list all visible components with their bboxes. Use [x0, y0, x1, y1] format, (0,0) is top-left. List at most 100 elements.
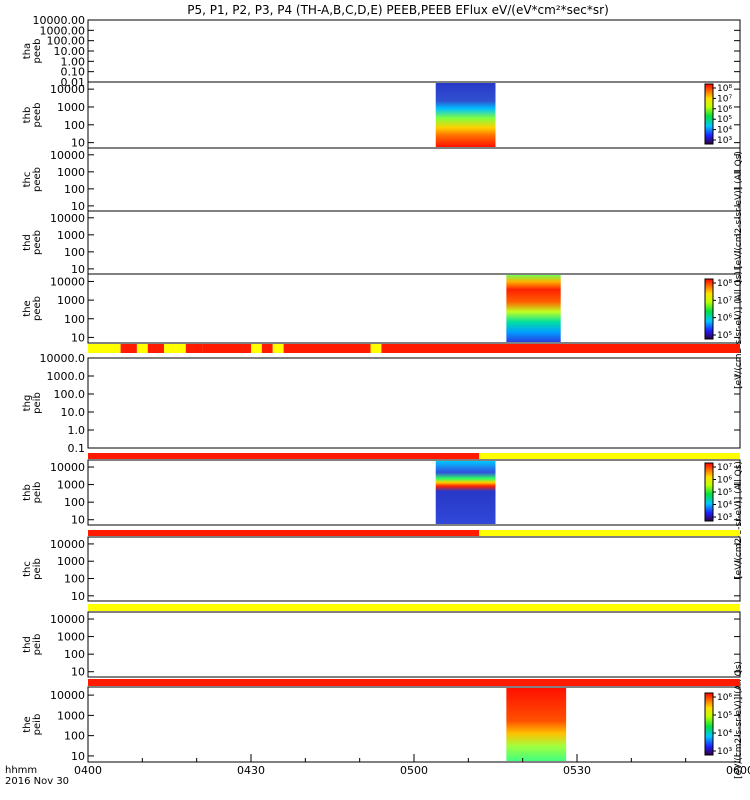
status-segment — [202, 344, 251, 353]
status-segment — [88, 344, 121, 353]
y-tick-label: 10 — [71, 200, 85, 213]
panel-thd-peeb: 10000 1000 100 10 thd peeb — [22, 210, 741, 276]
y-tick-label: 10000 — [50, 149, 85, 162]
status-segment — [479, 453, 740, 459]
status-bar — [88, 530, 740, 536]
status-bar — [88, 679, 740, 686]
y-tick-label: 1.0 — [68, 424, 86, 437]
y-tick-label: 1.00 — [61, 55, 86, 68]
y-tick-label: 10000 — [50, 689, 85, 702]
y-tick-label: 10 — [71, 514, 85, 527]
colorbar-tick-label: 10⁴ — [717, 501, 732, 511]
status-segment — [251, 344, 262, 353]
colorbar: 10⁸ 10⁷ 10⁶ 10⁵ — [704, 278, 732, 341]
y-tick-label: 100.0 — [54, 388, 86, 401]
y-tick-label: 0.01 — [61, 76, 86, 89]
colorbar: 10⁷ 10⁶ 10⁵ 10⁴ 10³ — [704, 462, 732, 523]
y-tick-label: 1000 — [57, 229, 85, 242]
panel-ylabel: peib — [32, 714, 43, 736]
panel-frame — [87, 536, 741, 602]
spectrogram-block-0 — [506, 275, 561, 342]
y-tick-label: 10000 — [50, 275, 85, 288]
panel-ylabel: thd — [22, 234, 33, 251]
x-tick-label: 0600 — [726, 764, 750, 777]
panel-ylabel: thb — [22, 484, 33, 501]
panel-ylabel: thd — [22, 636, 33, 653]
y-tick-label: 10000 — [50, 83, 85, 96]
status-segment — [479, 530, 740, 536]
colorbar-tick-label: 10³ — [717, 747, 732, 757]
status-segment — [185, 344, 203, 353]
panel-ylabel: the — [22, 300, 33, 316]
y-tick-label: 1000 — [57, 709, 85, 722]
panel-ylabel: the — [22, 716, 33, 732]
y-tick-label: 10 — [71, 263, 85, 276]
colorbar-tick-label: 10⁵ — [717, 115, 732, 125]
x-tick-label: 0500 — [400, 764, 428, 777]
panel-ylabel: peib — [32, 392, 43, 414]
colorbar-tick-label: 10⁵ — [717, 711, 732, 721]
status-bars-group — [88, 344, 740, 686]
spectrogram-block-0 — [435, 83, 496, 147]
y-tick-label: 100 — [64, 313, 85, 326]
colorbar-tick-label: 10³ — [717, 136, 732, 146]
status-segment — [283, 344, 371, 353]
status-segment — [120, 344, 137, 353]
colorbar-tick-label: 10⁶ — [717, 105, 732, 115]
x-tick-label: 0430 — [237, 764, 265, 777]
y-tick-label: 100 — [64, 730, 85, 743]
y-tick-label: 1000 — [57, 101, 85, 114]
panel-thc-peeb: 10000 1000 100 10 thc peeb — [22, 147, 741, 213]
panel-thb-peib: 10000 1000 100 10 thb peib 10⁷ 10⁶ 10⁵ 10⁴ 10³ — [22, 459, 741, 527]
status-segment — [370, 344, 382, 353]
panel-ylabel: peeb — [32, 39, 43, 64]
status-segment — [164, 344, 186, 353]
panel-ylabel: tha — [22, 43, 33, 59]
status-segment — [261, 344, 273, 353]
panel-the-peib: 10000 1000 100 10 the peib 10⁶ 10⁵ 10⁴ 10³ — [22, 686, 741, 763]
y-tick-label: 100 — [64, 496, 85, 509]
status-segment — [88, 453, 480, 459]
panel-thg-peib: 10000.0 1000.0 100.0 10.0 1.0 0.1 thg peib — [22, 352, 741, 455]
y-tick-label: 10000 — [50, 212, 85, 225]
panel-ylabel: thc — [22, 561, 33, 577]
chart-title: P5, P1, P2, P3, P4 (TH-A,B,C,D,E) PEEB,P… — [187, 3, 609, 17]
y-tick-label: 10.0 — [61, 406, 86, 419]
panel-frame — [87, 611, 741, 678]
panel-thd-peib: 10000 1000 100 10 thd peib — [22, 611, 741, 679]
status-segment — [136, 344, 148, 353]
colorbar-tick-label: 10⁵ — [717, 331, 732, 341]
status-bar — [88, 344, 740, 353]
panel-thc-peib: 10000 1000 100 10 thc peib — [22, 536, 741, 603]
status-segment — [147, 344, 165, 353]
panel-ylabel: peeb — [32, 167, 43, 192]
colorbar-tick-label: 10⁶ — [717, 693, 732, 703]
y-tick-label: 10000 — [50, 461, 85, 474]
x-corner-label: hhmm — [5, 765, 37, 776]
status-segment — [88, 604, 740, 611]
status-bar — [88, 604, 740, 611]
y-tick-label: 0.10 — [61, 66, 86, 79]
y-tick-label: 10000 — [50, 613, 85, 626]
panel-ylabel: thc — [22, 172, 33, 188]
colorbar-tick-label: 10⁷ — [717, 463, 732, 473]
status-bar — [88, 453, 740, 459]
y-tick-label: 100 — [64, 246, 85, 259]
colorbar-label-e2: [eV/(cm2-s-sr-eV)] (All Qs) — [734, 661, 744, 779]
y-tick-label: 1000 — [57, 555, 85, 568]
date-label: 2016 Nov 30 — [5, 776, 69, 787]
panel-ylabel: peeb — [32, 230, 43, 255]
y-tick-label: 100 — [64, 573, 85, 586]
y-tick-label: 10000.0 — [40, 352, 86, 365]
panel-ylabel: peib — [32, 482, 43, 504]
y-tick-label: 1000 — [57, 479, 85, 492]
colorbar-label-e1: [eV/(cm2-s-sr-eV)] (All Qs) — [734, 271, 744, 389]
panel-frame — [87, 459, 741, 526]
colorbar-tick-label: 10⁶ — [717, 476, 732, 486]
colorbar-tick-label: 10⁴ — [717, 729, 732, 739]
